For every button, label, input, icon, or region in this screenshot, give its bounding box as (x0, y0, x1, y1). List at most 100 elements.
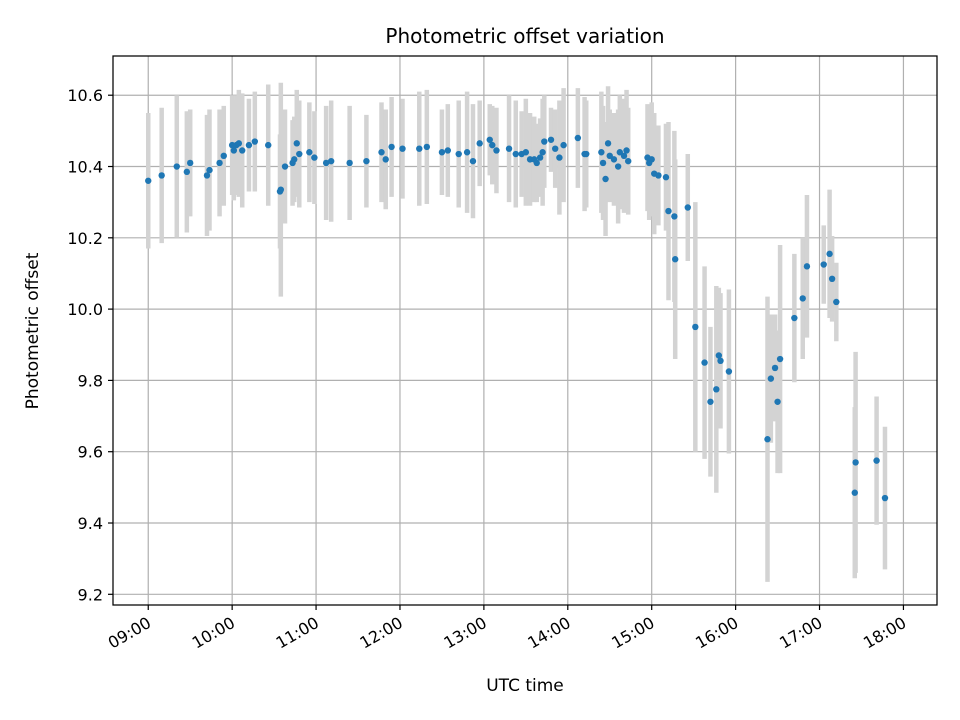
data-point (852, 459, 859, 466)
data-point (245, 141, 253, 149)
data-point (493, 147, 500, 154)
data-point (616, 149, 624, 156)
data-point (552, 145, 559, 152)
x-axis-label: UTC time (486, 676, 564, 696)
data-point (803, 263, 811, 270)
data-point (717, 357, 724, 365)
data-point (881, 494, 889, 502)
data-point (828, 275, 836, 283)
data-point (388, 143, 395, 151)
data-point (346, 159, 353, 167)
data-point (771, 364, 779, 372)
data-point (713, 386, 720, 393)
data-point (826, 250, 833, 258)
y-tick-label: 9.8 (78, 371, 103, 390)
data-point (604, 140, 612, 147)
data-point (599, 159, 607, 167)
data-point (767, 375, 775, 382)
data-point (277, 186, 285, 193)
data-point (239, 147, 246, 154)
data-point (715, 352, 723, 359)
data-point (701, 359, 708, 366)
data-point (363, 157, 370, 165)
data-point (606, 152, 613, 160)
y-tick-label: 10.6 (67, 86, 103, 105)
grid-lines (113, 56, 937, 605)
data-point (602, 175, 609, 183)
data-point (455, 150, 462, 158)
y-tick-label: 9.4 (78, 514, 103, 533)
data-point (183, 168, 191, 176)
data-point (235, 140, 243, 147)
data-point (220, 152, 227, 160)
data-point (533, 159, 540, 167)
data-point (311, 154, 318, 161)
data-point (684, 204, 691, 211)
data-point (707, 398, 714, 405)
data-point (505, 145, 513, 152)
data-point (620, 152, 628, 160)
data-point (539, 149, 546, 156)
data-point (476, 140, 483, 147)
data-point (306, 149, 313, 156)
y-axis-ticks: 9.2 9.4 9.6 9.8 10.0 10.2 10.4 10.6 (67, 86, 113, 604)
data-point (522, 149, 530, 156)
data-point (833, 298, 840, 306)
data-point (799, 295, 806, 302)
y-tick-label: 9.6 (78, 443, 103, 462)
y-tick-label: 10.4 (67, 158, 103, 177)
data-point (463, 149, 471, 156)
data-point (820, 261, 827, 268)
data-point (625, 157, 632, 165)
data-point (662, 174, 670, 181)
data-point (574, 134, 582, 142)
y-axis-label: Photometric offset (23, 252, 43, 409)
data-point (692, 323, 699, 331)
data-point (203, 172, 211, 179)
data-point (145, 177, 152, 184)
data-point (423, 143, 431, 151)
y-tick-label: 9.2 (78, 585, 103, 604)
data-point (655, 172, 662, 179)
data-point (486, 136, 493, 143)
data-point (512, 150, 519, 158)
y-tick-label: 10.0 (67, 300, 103, 319)
data-point (623, 147, 630, 154)
data-point (281, 163, 289, 170)
data-point (327, 157, 335, 165)
data-point (469, 157, 477, 165)
data-point (671, 256, 679, 263)
data-point (556, 154, 563, 161)
data-point (598, 149, 605, 156)
data-point (251, 138, 259, 145)
data-point (444, 147, 452, 154)
data-point (416, 145, 423, 152)
data-point (206, 166, 213, 174)
data-point (583, 150, 590, 158)
data-point (725, 368, 733, 375)
data-point (216, 159, 223, 167)
data-point (489, 141, 496, 149)
data-point (547, 136, 555, 143)
data-point (851, 489, 858, 496)
data-point (322, 159, 330, 167)
data-point (173, 163, 180, 170)
data-point (671, 213, 678, 220)
plot-frame (112, 55, 938, 606)
data-point (438, 149, 446, 156)
data-point (776, 355, 784, 363)
data-point (293, 140, 300, 147)
data-point (665, 207, 672, 215)
data-point (791, 314, 798, 322)
data-points (145, 134, 889, 502)
data-point (873, 457, 880, 464)
data-point (648, 156, 655, 163)
data-point (399, 145, 406, 152)
data-point (265, 141, 272, 149)
y-tick-label: 10.2 (67, 229, 103, 248)
data-point (186, 159, 194, 167)
data-point (230, 147, 238, 154)
data-point (764, 436, 771, 443)
data-point (291, 156, 298, 163)
